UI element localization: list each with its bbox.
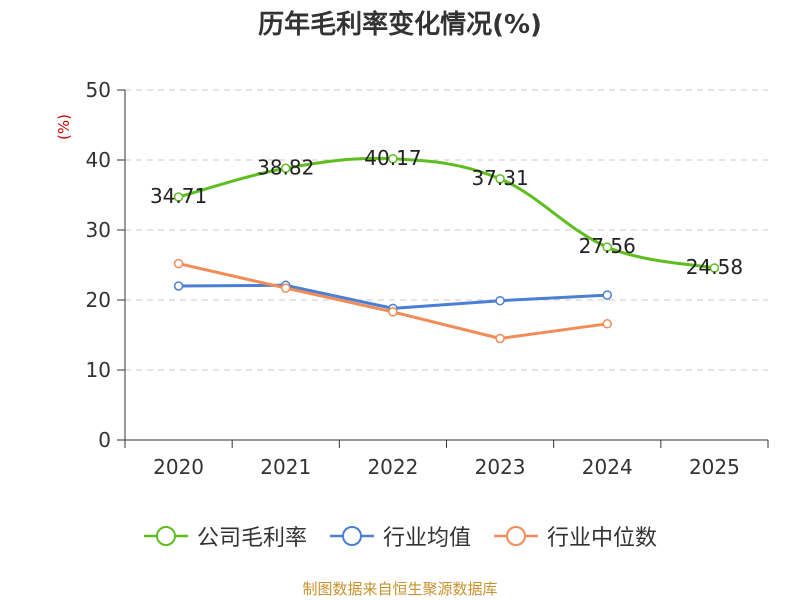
data-label: 40.17 <box>364 146 421 170</box>
x-tick-label: 2025 <box>689 455 740 479</box>
x-tick-label: 2022 <box>367 455 418 479</box>
series-1-point <box>602 242 612 252</box>
series-1-point <box>388 154 398 164</box>
series-3-point <box>173 258 184 269</box>
series-line-3 <box>177 262 609 340</box>
series-3-point <box>495 333 505 344</box>
legend: 公司毛利率 行业均值 行业中位数 <box>0 520 800 552</box>
series-2-point <box>495 295 505 306</box>
y-tick-label: 0 <box>98 428 111 452</box>
legend-label: 公司毛利率 <box>196 526 307 551</box>
y-tick-label: 10 <box>86 358 111 382</box>
series-2-point <box>602 290 612 300</box>
y-tick-label: 30 <box>86 218 111 242</box>
y-tick-label: 20 <box>86 288 111 312</box>
series-3-point <box>388 307 398 317</box>
legend-item-1[interactable]: 公司毛利率 <box>143 520 307 552</box>
series-line-1 <box>177 156 716 270</box>
legend-item-2[interactable]: 行业均值 <box>329 520 471 552</box>
chart-title: 历年毛利率变化情况(%) <box>258 10 542 40</box>
legend-swatch-icon <box>494 526 538 546</box>
series-1-point <box>709 263 720 273</box>
legend-label: 行业均值 <box>382 526 471 551</box>
x-tick-label: 2020 <box>153 455 204 479</box>
legend-label: 行业中位数 <box>547 526 658 551</box>
x-tick-label: 2021 <box>260 455 311 479</box>
data-label: 24.58 <box>686 255 743 279</box>
legend-swatch-icon <box>329 526 374 546</box>
source-note: 制图数据来自恒生聚源数据库 <box>302 580 498 598</box>
series-3-point <box>281 283 291 293</box>
x-tick-label: 2024 <box>582 455 633 479</box>
series-1-point <box>173 192 184 202</box>
data-label: 34.71 <box>150 184 207 208</box>
series-2-point <box>173 281 184 291</box>
legend-item-3[interactable]: 行业中位数 <box>493 520 657 552</box>
x-tick-label: 2023 <box>475 455 526 479</box>
data-label: 37.31 <box>471 166 528 190</box>
series-3-point <box>602 319 612 329</box>
y-tick-label: 50 <box>86 78 111 102</box>
y-tick-label: 40 <box>86 148 111 172</box>
data-label: 38.82 <box>257 155 314 179</box>
data-label: 27.56 <box>579 234 636 258</box>
legend-swatch-icon <box>143 526 188 546</box>
series-1-point <box>281 163 291 174</box>
series-1-point <box>495 174 505 184</box>
